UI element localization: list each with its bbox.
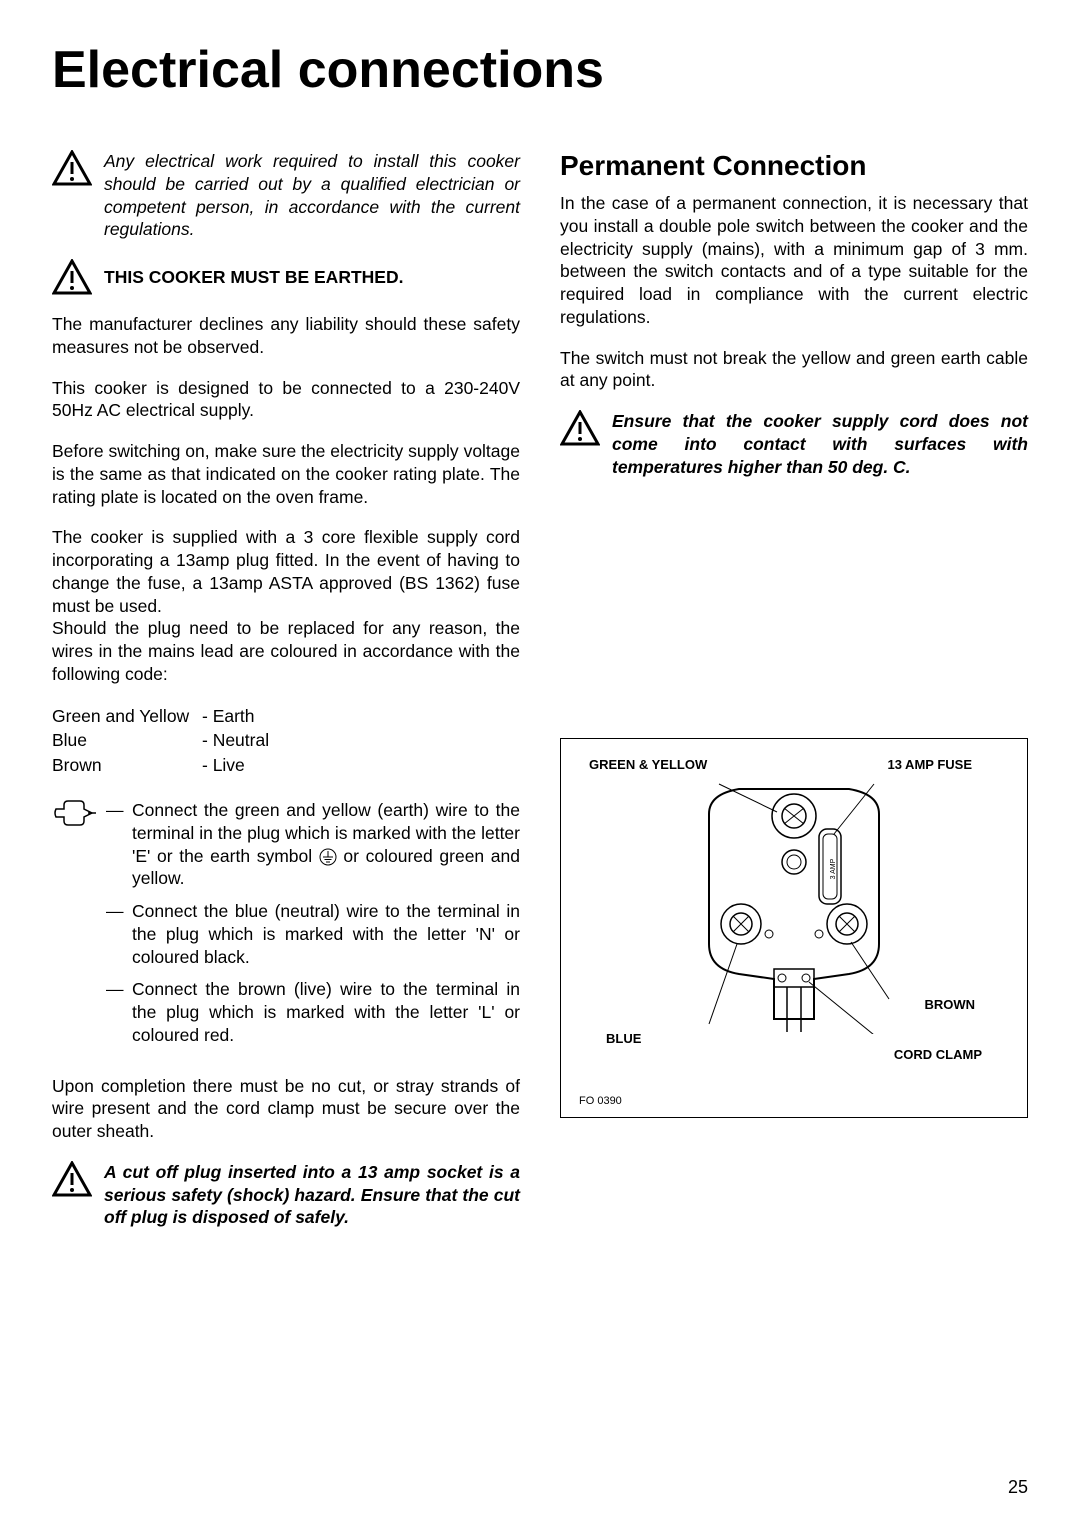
bullet-list: — Connect the green and yellow (earth) w… — [106, 799, 520, 1057]
warning-temp-text: Ensure that the cooker supply cord does … — [612, 410, 1028, 478]
bullet-neutral: Connect the blue (neutral) wire to the t… — [132, 900, 520, 968]
left-column: Any electrical work required to install … — [52, 150, 520, 1247]
right-column: Permanent Connection In the case of a pe… — [560, 150, 1028, 1247]
wire-color: Brown — [52, 753, 202, 778]
section-heading: Permanent Connection — [560, 150, 1028, 182]
wire-label: - Neutral — [202, 728, 269, 753]
wire-label: - Earth — [202, 704, 255, 729]
diagram-code: FO 0390 — [579, 1095, 622, 1107]
hand-pointing-icon — [52, 799, 96, 827]
label-cord-clamp: CORD CLAMP — [894, 1047, 982, 1062]
earthed-text: THIS COOKER MUST BE EARTHED. — [104, 259, 403, 288]
label-fuse: 13 AMP FUSE — [887, 757, 972, 772]
label-green-yellow: GREEN & YELLOW — [589, 757, 707, 772]
wire-row: Blue - Neutral — [52, 728, 520, 753]
warning-icon — [52, 259, 92, 295]
wire-color: Blue — [52, 728, 202, 753]
para-completion: Upon completion there must be no cut, or… — [52, 1075, 520, 1143]
svg-text:3 AMP: 3 AMP — [830, 859, 837, 880]
bullet-dash: — — [106, 900, 124, 968]
warning-icon — [52, 1161, 92, 1197]
warning-icon — [52, 150, 92, 186]
warning-cutoff-text: A cut off plug inserted into a 13 amp so… — [104, 1161, 520, 1229]
bullet-earth: Connect the green and yellow (earth) wir… — [132, 799, 520, 890]
warning-temperature: Ensure that the cooker supply cord does … — [560, 410, 1028, 478]
para-code: Should the plug need to be replaced for … — [52, 617, 520, 685]
bullet-item: — Connect the brown (live) wire to the t… — [106, 978, 520, 1046]
para-permanent: In the case of a permanent connection, i… — [560, 192, 1028, 329]
label-brown: BROWN — [924, 997, 975, 1012]
warning-text: Any electrical work required to install … — [104, 150, 520, 241]
para-rating: Before switching on, make sure the elect… — [52, 440, 520, 508]
bullet-item: — Connect the green and yellow (earth) w… — [106, 799, 520, 890]
earth-symbol-icon — [319, 848, 337, 866]
para-liability: The manufacturer declines any liability … — [52, 313, 520, 359]
page-number: 25 — [1008, 1477, 1028, 1498]
plug-diagram: GREEN & YELLOW 13 AMP FUSE BLUE BROWN CO… — [560, 738, 1028, 1118]
wire-row: Brown - Live — [52, 753, 520, 778]
bullet-dash: — — [106, 978, 124, 1046]
content-columns: Any electrical work required to install … — [52, 150, 1028, 1247]
warning-earthed: THIS COOKER MUST BE EARTHED. — [52, 259, 520, 295]
wire-row: Green and Yellow - Earth — [52, 704, 520, 729]
warning-icon — [560, 410, 600, 446]
plug-illustration: 3 AMP — [679, 774, 909, 1034]
bullet-dash: — — [106, 799, 124, 890]
bullet-item: — Connect the blue (neutral) wire to the… — [106, 900, 520, 968]
page-title: Electrical connections — [52, 40, 1028, 100]
para-cord: The cooker is supplied with a 3 core fle… — [52, 526, 520, 617]
warning-electrician: Any electrical work required to install … — [52, 150, 520, 241]
para-switch: The switch must not break the yellow and… — [560, 347, 1028, 393]
wire-label: - Live — [202, 753, 245, 778]
warning-cutoff: A cut off plug inserted into a 13 amp so… — [52, 1161, 520, 1229]
label-blue: BLUE — [606, 1031, 641, 1046]
wire-color: Green and Yellow — [52, 704, 202, 729]
bullet-live: Connect the brown (live) wire to the ter… — [132, 978, 520, 1046]
wire-table: Green and Yellow - Earth Blue - Neutral … — [52, 704, 520, 778]
para-voltage: This cooker is designed to be connected … — [52, 377, 520, 423]
tip-block: — Connect the green and yellow (earth) w… — [52, 799, 520, 1057]
